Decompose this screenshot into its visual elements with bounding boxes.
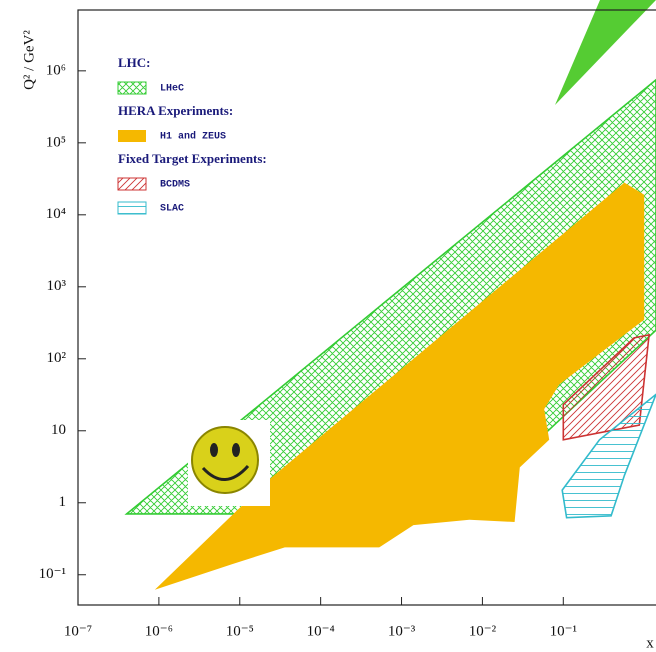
y-axis-label: Q² / GeV²: [21, 30, 37, 90]
y-tick-label: 10³: [47, 278, 67, 294]
y-tick-label: 10⁶: [46, 62, 66, 78]
legend-swatch: [118, 130, 146, 142]
legend-heading: HERA Experiments:: [118, 103, 233, 118]
legend-label: H1 and ZEUS: [160, 131, 226, 143]
y-tick-label: 10⁴: [46, 206, 66, 222]
x-tick-label: 10⁻⁵: [226, 623, 254, 639]
legend-swatch: [118, 202, 146, 214]
y-tick-label: 1: [59, 494, 67, 510]
x-tick-label: 10⁻²: [469, 623, 497, 639]
y-tick-label: 10²: [47, 350, 67, 366]
x-tick-label: 10⁻¹: [550, 623, 577, 639]
y-tick-label: 10⁵: [46, 134, 66, 150]
legend-label: SLAC: [160, 204, 184, 215]
x-tick-label: 10⁻⁷: [64, 623, 92, 639]
legend-heading: Fixed Target Experiments:: [118, 151, 267, 166]
x-axis-label: x: [646, 635, 654, 651]
x-tick-label: 10⁻⁴: [307, 623, 335, 639]
legend-swatch: [118, 82, 146, 94]
y-tick-label: 10⁻¹: [39, 566, 66, 582]
x-tick-label: 10⁻⁶: [145, 623, 173, 639]
legend-label: LHeC: [160, 84, 184, 95]
legend-label: BCDMS: [160, 180, 190, 191]
chart: Q² / GeV² x LHC: LHeC HERA Experiments: H1 …: [0, 0, 656, 652]
smiley-icon: [188, 420, 270, 506]
legend-heading: LHC:: [118, 55, 151, 70]
legend-swatch: [118, 178, 146, 190]
y-tick-label: 10: [51, 422, 66, 438]
x-tick-label: 10⁻³: [388, 623, 416, 639]
